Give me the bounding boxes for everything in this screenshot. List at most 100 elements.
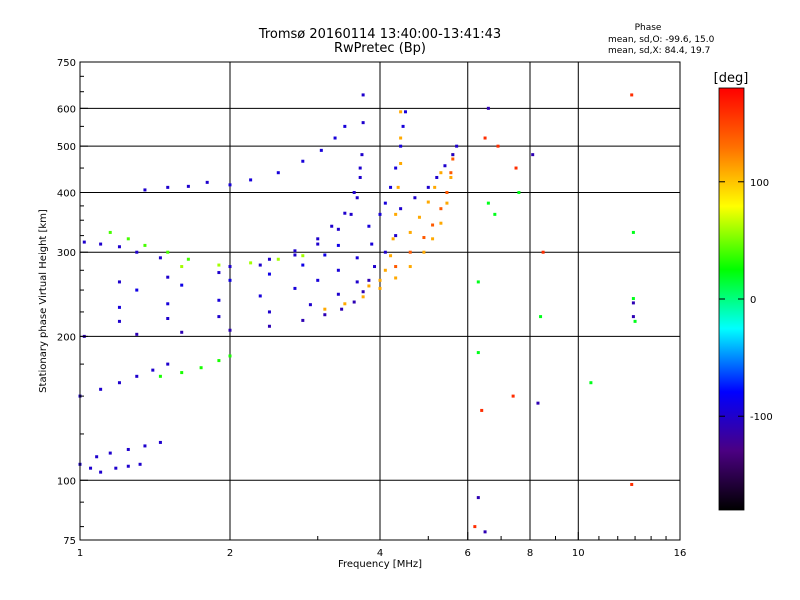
y-tick-label: 400 [57,188,76,199]
data-point [383,201,387,205]
data-point [399,110,403,114]
data-point [228,354,232,358]
axis-layer: 1 2 4 6 8 10 16 75 100 200 300 400 500 600 750 [57,58,686,559]
data-point [445,201,449,205]
data-point [486,106,490,110]
data-point [514,166,518,170]
data-point [228,183,232,187]
data-point [258,294,262,298]
colorbar-tick-label: 0 [750,295,756,306]
data-point [449,171,453,175]
data-point [539,315,543,319]
data-point [389,254,393,258]
data-point [126,237,130,241]
data-point [396,185,400,189]
data-point [408,230,412,234]
data-point [631,297,635,301]
data-point [349,212,353,216]
data-point [391,237,395,241]
data-point [117,319,121,323]
data-point [439,221,443,225]
data-point [367,278,371,282]
data-point [89,466,93,470]
data-point [126,447,130,451]
x-tick-label: 2 [227,548,233,559]
data-point [276,257,280,261]
data-point [99,387,103,391]
data-point [143,444,147,448]
data-point [301,159,305,163]
data-point [476,280,480,284]
data-point [293,286,297,290]
data-point [267,310,271,314]
x-axis-label: Frequency [MHz] [338,559,422,570]
data-point [343,211,347,215]
data-point [373,265,377,269]
data-point [631,230,635,234]
data-point [117,280,121,284]
data-point [352,190,356,194]
data-point [378,278,382,282]
data-point [473,525,477,529]
data-point [401,124,405,128]
data-point [301,254,305,258]
y-tick-label: 600 [57,104,76,115]
data-point [493,212,497,216]
data-point [249,178,253,182]
data-point [361,93,365,97]
data-point [217,263,221,267]
data-point [333,136,337,140]
data-point [426,185,430,189]
data-point [630,482,634,486]
data-point [99,242,103,246]
data-point [378,286,382,290]
data-point [431,237,435,241]
data-point [370,242,374,246]
data-point [316,237,320,241]
data-point [258,263,262,267]
colorbar-tick-label: 100 [750,178,769,189]
chart-title: Tromsø 20160114 13:40:00-13:41:43 [258,27,501,42]
data-point [355,196,359,200]
data-point [217,359,221,363]
data-point [99,470,103,474]
data-point [422,236,426,240]
data-point [166,302,170,306]
data-point [186,184,190,188]
y-tick-label: 100 [57,476,76,487]
data-point [316,242,320,246]
data-point [308,303,312,307]
data-point [228,278,232,282]
data-point [426,200,430,204]
data-point [417,215,421,219]
data-point [336,292,340,296]
data-point [476,351,480,355]
data-point [394,166,398,170]
data-point [323,313,327,317]
data-point [108,230,112,234]
data-point [166,316,170,320]
data-point [217,271,221,275]
data-point [95,455,99,459]
data-point [433,185,437,189]
data-point [413,196,417,200]
data-point [158,440,162,444]
colorbar-tick-label: -100 [750,412,773,423]
data-point [217,298,221,302]
data-point [394,212,398,216]
data-point [117,305,121,309]
data-point [135,332,139,336]
data-point [360,153,364,157]
x-tick-label: 16 [674,548,687,559]
data-point [293,249,297,253]
chart-subtitle: RwPretec (Bp) [334,41,426,56]
data-point [267,272,271,276]
data-point [336,243,340,247]
data-point [367,224,371,228]
data-point [435,175,439,179]
data-point [399,161,403,165]
data-point [316,278,320,282]
stats-o-mode: mean, sd,O: -99.6, 15.0 [608,35,715,45]
y-tick-label: 300 [57,248,76,259]
data-point [82,240,86,244]
